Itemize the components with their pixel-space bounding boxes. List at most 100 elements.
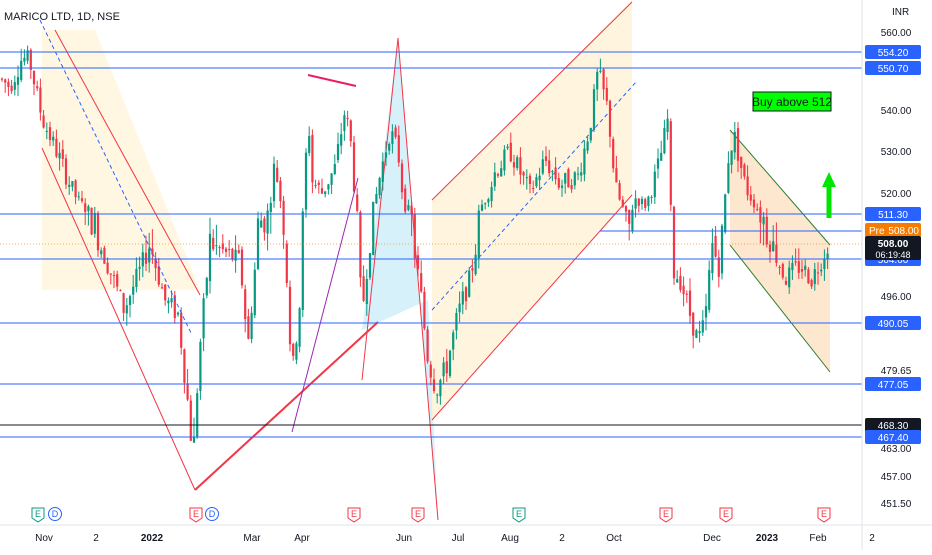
candle-body (87, 206, 90, 212)
candle-body (167, 300, 170, 304)
candle-body (429, 364, 432, 378)
candle (592, 83, 596, 133)
candle (154, 252, 157, 281)
candle (647, 195, 650, 212)
candle-body (602, 69, 605, 90)
candle (199, 338, 202, 400)
candle-body (740, 156, 743, 168)
candle (752, 193, 756, 214)
candle (506, 143, 509, 151)
channel-mid-1 (39, 19, 193, 336)
candle-body (660, 152, 663, 161)
candle (704, 293, 708, 331)
candle (237, 244, 240, 255)
time-axis[interactable]: Nov 2 2022 Mar Apr Jun Jul Aug 2 Oct Dec 2023 Feb 2 (0, 524, 932, 544)
candle-body (29, 49, 32, 70)
candle-body (452, 332, 455, 350)
candle-body (400, 163, 404, 193)
candle (276, 160, 279, 183)
candle (349, 119, 352, 147)
candle-body (228, 249, 231, 251)
candle (621, 195, 624, 208)
candle-body (519, 157, 522, 175)
candle-body (317, 182, 320, 185)
candle-body (762, 216, 765, 225)
buy-annotation[interactable]: Buy above 512 (752, 91, 832, 112)
price-tick-label: 479.65 (881, 366, 912, 377)
candle (151, 229, 154, 264)
level-tag-bg (865, 418, 921, 432)
candle (615, 156, 618, 183)
candle (772, 225, 775, 252)
candle (74, 179, 77, 205)
candle-body (637, 198, 640, 206)
candle (282, 195, 285, 249)
candle (823, 249, 826, 281)
candle-body (628, 209, 631, 224)
candle-body (279, 180, 282, 202)
candle-body (516, 157, 519, 169)
candle (218, 245, 221, 258)
candle-body (538, 175, 541, 181)
candle (29, 48, 32, 79)
candle-body (192, 437, 196, 443)
candle (666, 109, 669, 140)
price-tick-label: 560.00 (881, 28, 912, 39)
price-tick-label: 451.50 (881, 499, 912, 510)
candle (285, 240, 288, 288)
candle (474, 244, 477, 276)
candle (548, 149, 551, 177)
candle (324, 191, 327, 198)
candle-body (708, 270, 711, 310)
candle-body (573, 172, 576, 186)
candle-body (119, 290, 122, 292)
candle-body (148, 248, 151, 263)
candle (522, 170, 525, 185)
candle (538, 167, 541, 190)
candle-body (669, 121, 672, 205)
candle-body (196, 393, 199, 438)
price-tick-label: 457.00 (881, 472, 912, 483)
candle (314, 179, 317, 189)
candle (516, 155, 519, 171)
candle (16, 65, 20, 97)
candle (109, 273, 112, 285)
marker-letter: E (351, 509, 357, 519)
candle (58, 142, 61, 171)
candle-body (727, 163, 730, 193)
marker-shape (817, 507, 831, 523)
candle (148, 232, 151, 273)
channel-upper-1 (54, 29, 201, 296)
candle-body (266, 210, 269, 234)
candle-body (749, 194, 752, 201)
marker-shape (347, 507, 361, 523)
candle (212, 229, 215, 252)
candle-body (692, 312, 695, 336)
candle-body (407, 205, 410, 210)
candle (247, 308, 250, 340)
candle-body (160, 287, 164, 289)
candle-body (202, 298, 205, 339)
candle (586, 136, 589, 154)
candle-body (250, 312, 253, 340)
candle (826, 247, 829, 269)
candle (295, 341, 298, 365)
candle-body (583, 148, 586, 175)
candle-body (413, 213, 416, 259)
candle-body (688, 290, 692, 316)
candle-body (221, 243, 224, 250)
candle-body (260, 220, 263, 228)
price-axis[interactable]: 554.20 550.70 511.30 504.60 490.05 477.05 468.… (861, 0, 921, 550)
candle-body (74, 180, 77, 197)
candle-body (410, 205, 413, 214)
candle (663, 119, 666, 155)
candle (64, 154, 68, 190)
candle (253, 262, 256, 319)
candle-body (93, 212, 96, 234)
level-price-tag: 554.20 (865, 45, 921, 59)
candle (256, 211, 260, 271)
candle-body (576, 173, 580, 175)
candle (788, 260, 791, 294)
candle (608, 99, 612, 148)
